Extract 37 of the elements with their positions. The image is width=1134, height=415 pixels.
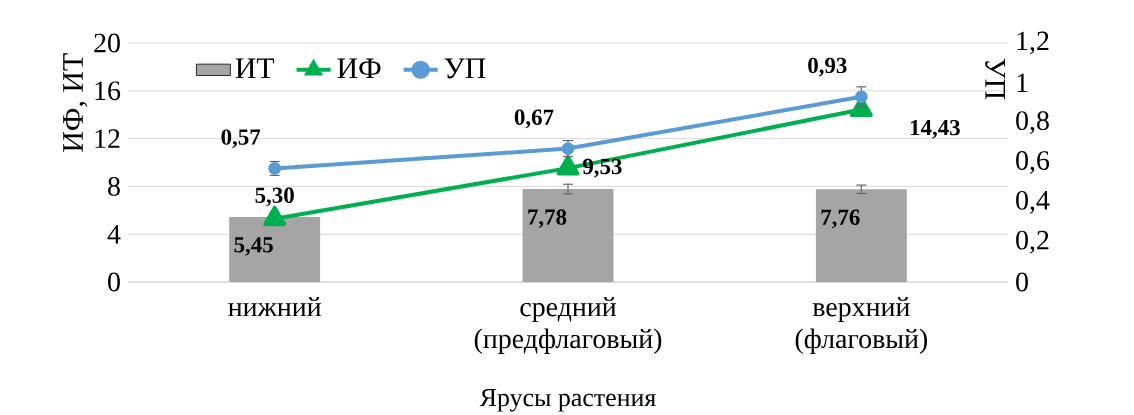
- y2-tick-label: 1: [1017, 73, 1028, 93]
- legend-label: УП: [444, 58, 486, 79]
- data-label: 5,45: [234, 237, 273, 256]
- data-label: 7,76: [821, 209, 860, 229]
- bar: [522, 189, 614, 282]
- y2-tick-label: 0,4: [1016, 190, 1050, 214]
- data-label: 0,67: [514, 109, 554, 129]
- data-label: 9,53: [582, 158, 622, 178]
- point: [263, 205, 287, 227]
- data-label: 7,78: [528, 209, 567, 229]
- bar: [229, 216, 321, 282]
- y2-tick-label: 0,2: [1016, 230, 1049, 254]
- data-label: 5,30: [255, 187, 294, 207]
- x-tick-label: нижний: [228, 297, 321, 317]
- y-tick-label: 8: [108, 176, 120, 196]
- bar: [815, 189, 907, 282]
- point: [854, 90, 868, 104]
- y2-tick-label: 1,2: [1017, 31, 1049, 55]
- y-axis-title: ИФ, ИТ: [63, 53, 88, 152]
- y2-axis-title: УП: [985, 58, 1005, 100]
- legend-label: ИТ: [235, 58, 275, 79]
- x-axis-title: Ярусы растения: [479, 389, 656, 412]
- y-tick-label: 12: [95, 129, 120, 148]
- y-tick-label: 20: [94, 33, 120, 53]
- point: [556, 155, 580, 176]
- legend-label: ИФ: [337, 58, 381, 79]
- x-tick-label: верхний (флаговый): [795, 297, 928, 354]
- y-tick-label: 16: [95, 81, 121, 101]
- data-label: 0,93: [808, 57, 847, 77]
- y-tick-label: 4: [107, 225, 121, 244]
- x-tick-label: средний (предфлаговый): [474, 297, 662, 354]
- y-tick-label: 0: [108, 272, 120, 292]
- y2-tick-label: 0,6: [1016, 151, 1050, 174]
- data-label: 0,57: [221, 129, 261, 149]
- y2-tick-label: 0,8: [1016, 111, 1049, 135]
- y2-tick-label: 0: [1016, 272, 1028, 292]
- data-label: 14,43: [910, 119, 960, 139]
